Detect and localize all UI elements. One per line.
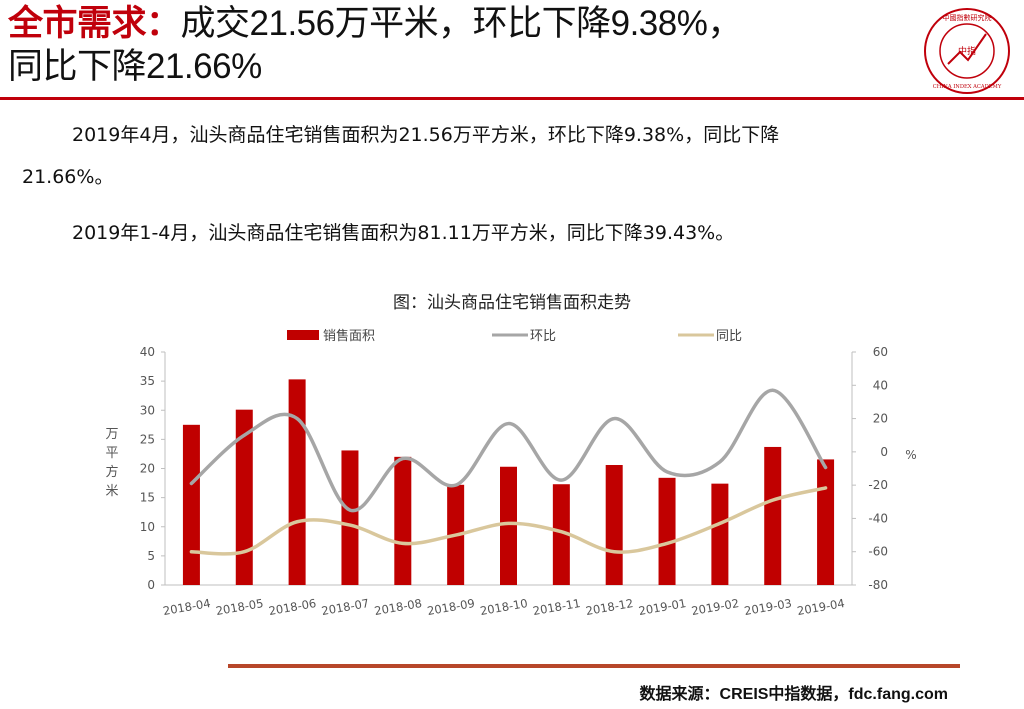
y-left-tick-label: 25 (140, 432, 155, 446)
y-left-axis-label: 方 (105, 464, 118, 480)
logo-text-top: 中國指數研究院 (943, 13, 992, 22)
summary-paragraph-2: 2019年1-4月，汕头商品住宅销售面积为81.11万平方米，同比下降39.43… (72, 222, 735, 244)
x-tick-label: 2018-08 (373, 596, 423, 618)
bar-sales-area (605, 465, 623, 585)
x-tick-label: 2018-12 (585, 596, 635, 618)
logo-text-bottom: CHINA INDEX ACADEMY (933, 84, 1002, 90)
bar-sales-area (552, 484, 570, 585)
x-tick-label: 2018-11 (532, 596, 582, 618)
y-left-tick-label: 10 (140, 520, 155, 534)
bar-sales-area (500, 466, 517, 585)
summary-paragraph-1-cont: 21.66%。 (22, 166, 114, 188)
summary-paragraph-1: 2019年4月，汕头商品住宅销售面积为21.56万平方米，环比下降9.38%，同… (72, 124, 780, 146)
x-tick-label: 2019-01 (637, 596, 687, 618)
y-left-tick-label: 40 (140, 345, 155, 359)
y-left-tick-label: 35 (140, 374, 155, 388)
y-right-tick-label: -80 (868, 578, 888, 592)
y-left-tick-label: 20 (140, 462, 155, 476)
x-tick-label: 2018-06 (268, 596, 318, 618)
legend-mom-label: 环比 (530, 329, 556, 344)
y-right-axis-label: % (905, 448, 916, 462)
bar-sales-area (658, 477, 676, 585)
bar-sales-area (341, 450, 359, 585)
legend-sales-area-swatch (287, 330, 319, 340)
bar-sales-area (235, 409, 253, 585)
x-tick-label: 2019-03 (743, 596, 793, 618)
y-right-tick-label: 40 (873, 378, 888, 392)
x-tick-label: 2018-10 (479, 596, 529, 618)
y-left-axis-label: 平 (105, 446, 118, 461)
x-tick-label: 2019-02 (690, 596, 740, 618)
page-title: 全市需求：成交21.56万平米，环比下降9.38%， 同比下降21.66% (8, 2, 908, 88)
x-tick-label: 2018-07 (320, 596, 370, 618)
y-right-tick-label: -20 (868, 478, 888, 492)
bar-sales-area (764, 446, 782, 585)
chart-title: 图：汕头商品住宅销售面积走势 (393, 293, 631, 313)
title-line1: 成交21.56万平米，环比下降9.38%， (180, 4, 743, 43)
bar-sales-area (182, 424, 200, 585)
y-left-axis-label: 万 (105, 427, 118, 442)
y-left-tick-label: 30 (140, 403, 155, 417)
legend-yoy-label: 同比 (716, 329, 742, 344)
y-left-tick-label: 15 (140, 491, 155, 505)
bar-sales-area (394, 456, 412, 585)
y-right-tick-label: 20 (873, 412, 888, 426)
bar-sales-area (288, 379, 306, 585)
line-yoy (189, 486, 828, 556)
bar-sales-area (711, 483, 729, 585)
bar-sales-area (817, 459, 835, 585)
y-right-tick-label: -40 (868, 511, 888, 525)
legend-sales-area-label: 销售面积 (323, 328, 375, 344)
title-highlight: 全市需求： (8, 4, 181, 43)
y-left-axis-label: 米 (105, 484, 118, 499)
title-line2: 同比下降21.66% (8, 47, 262, 86)
y-right-tick-label: 60 (873, 345, 888, 359)
y-right-tick-label: 0 (880, 445, 888, 459)
x-tick-label: 2018-05 (215, 596, 265, 618)
title-divider (0, 97, 1024, 100)
x-tick-label: 2019-04 (796, 596, 846, 618)
y-left-tick-label: 0 (147, 578, 155, 592)
logo-text-center: 中指 (958, 45, 976, 57)
china-index-academy-logo: 中國指數研究院 中指 CHINA INDEX ACADEMY (924, 8, 1010, 94)
y-right-tick-label: -60 (868, 545, 888, 559)
footer-divider (228, 664, 960, 668)
line-mom (189, 388, 828, 513)
y-left-tick-label: 5 (147, 549, 155, 563)
x-tick-label: 2018-09 (426, 596, 476, 618)
data-source: 数据来源：CREIS中指数据，fdc.fang.com (639, 686, 948, 703)
x-tick-label: 2018-04 (162, 596, 212, 618)
